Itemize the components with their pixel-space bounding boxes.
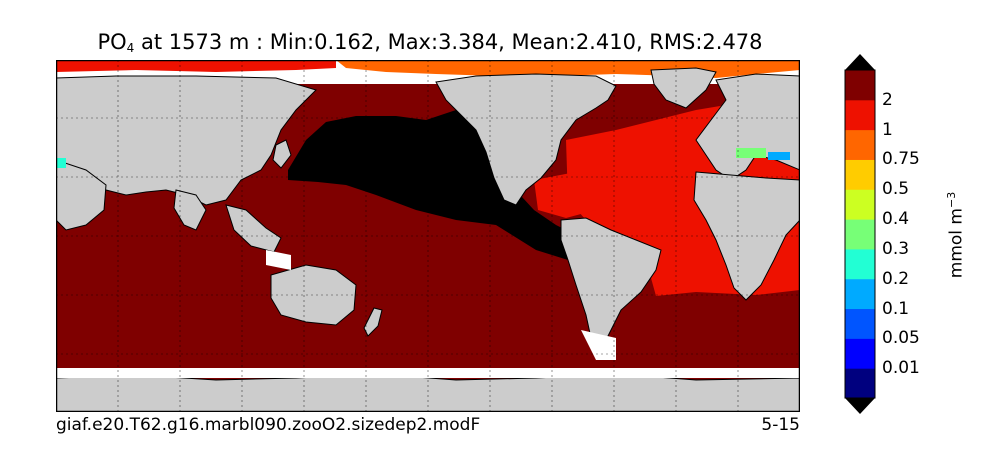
colorbar-tick-label: 0.1: [882, 298, 910, 319]
year-range: 5-15: [761, 415, 800, 435]
med-sea: [736, 148, 766, 158]
colorbar-tick-label: 1: [882, 119, 893, 140]
colorbar-tick-label: 0.5: [882, 179, 910, 200]
colorbar-bin: [845, 70, 875, 101]
title-stats: at 1573 m : Min:0.162, Max:3.384, Mean:2…: [134, 30, 763, 54]
south-america: [560, 217, 662, 351]
colorbar-tick-label: 0.4: [882, 209, 910, 230]
case-name: giaf.e20.T62.g16.marbl090.zooO2.sizedep2…: [56, 415, 481, 435]
africa-west-wrap: [56, 159, 107, 231]
colorbar-bin: [845, 338, 875, 369]
colorbar-max-arrow: [845, 54, 875, 70]
colorbar-tick-label: 0.75: [882, 149, 920, 170]
colorbar-tick-label: 0.05: [882, 328, 920, 349]
australia: [270, 264, 357, 326]
colorbar-units-main: mmol m: [946, 208, 967, 279]
colorbar: [844, 54, 876, 414]
colorbar-bin: [845, 159, 875, 190]
title-variable: PO: [97, 30, 127, 54]
colorbar-bin: [845, 308, 875, 339]
greenland: [650, 67, 717, 109]
southeast-asia: [225, 204, 282, 253]
colorbar-bin: [845, 278, 875, 310]
colorbar-tick-label: 0.01: [882, 358, 920, 379]
colorbar-units: mmol m−3: [942, 185, 967, 285]
colorbar-bin: [845, 368, 875, 399]
arctic-red: [56, 60, 336, 72]
colorbar-tick-label: 0.3: [882, 238, 910, 259]
colorbar-bin: [845, 248, 875, 280]
graticule: [56, 60, 800, 412]
colorbar-min-arrow: [845, 398, 875, 414]
colorbar-frame: [844, 69, 876, 399]
colorbar-bin: [845, 189, 875, 220]
map-frame: [56, 60, 800, 412]
world-map: [56, 60, 800, 412]
persian-gulf: [56, 158, 66, 168]
colorbar-bin: [845, 99, 875, 131]
black-sea: [768, 152, 790, 160]
colorbar-tick-label: 0.2: [882, 268, 910, 289]
colorbar-units-exponent: −3: [945, 191, 958, 208]
colorbar-tick-label: 2: [882, 89, 893, 110]
caribbean-region: [534, 172, 596, 218]
north-america: [435, 73, 617, 206]
colorbar-bin: [845, 129, 875, 160]
pacific-black-region: [288, 110, 581, 260]
japan: [272, 139, 292, 169]
india: [173, 189, 207, 231]
map-title: PO4 at 1573 m : Min:0.162, Max:3.384, Me…: [0, 30, 860, 60]
colorbar-bin: [845, 219, 875, 250]
title-variable-subscript: 4: [126, 41, 135, 55]
new-zealand: [363, 307, 383, 337]
